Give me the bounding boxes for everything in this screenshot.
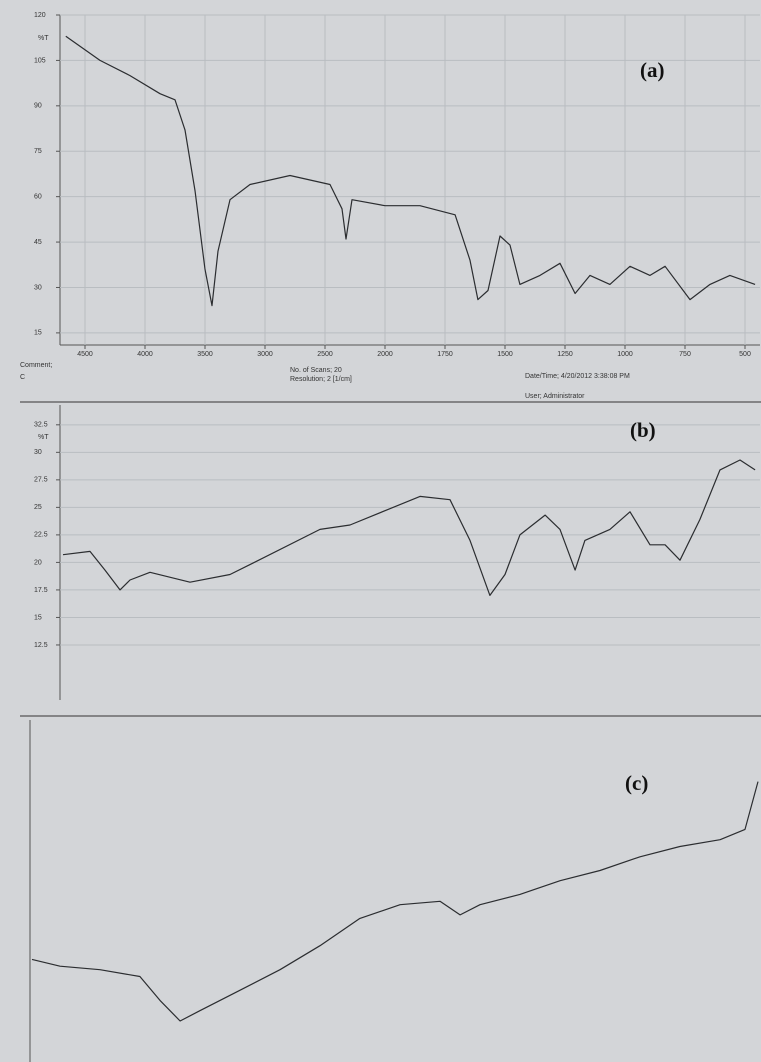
y-tick-label: 20	[34, 559, 42, 566]
annotation: Resolution; 2 [1/cm]	[290, 376, 352, 383]
annotation: C	[20, 374, 25, 381]
y-tick-label: 90	[34, 103, 42, 110]
panel-label: (c)	[625, 771, 648, 795]
y-tick-label: 120	[34, 12, 46, 19]
x-tick-label: 1750	[437, 351, 453, 358]
y-tick-label: 30	[34, 284, 42, 291]
annotation: Date/Time; 4/20/2012 3:38:08 PM	[525, 373, 630, 380]
annotation: Comment;	[20, 362, 52, 369]
x-tick-label: 1000	[617, 351, 633, 358]
x-tick-label: 750	[679, 351, 691, 358]
background	[0, 0, 761, 1062]
x-tick-label: 4000	[137, 351, 153, 358]
y-tick-label: 15	[34, 614, 42, 621]
y-tick-label: 60	[34, 193, 42, 200]
y-tick-label: 75	[34, 148, 42, 155]
x-tick-label: 3000	[257, 351, 273, 358]
x-tick-label: 500	[739, 351, 751, 358]
annotation: User; Administrator	[525, 393, 585, 400]
page: 120 105 90 75 60 45 30 15 4500 4000 3500 3000 2500 20…	[0, 0, 761, 1062]
x-tick-label: 1250	[557, 351, 573, 358]
y-axis-label: %T	[38, 35, 49, 42]
y-tick-label: 45	[34, 239, 42, 246]
y-axis-label: %T	[38, 434, 49, 441]
panel-label: (a)	[640, 58, 665, 82]
x-tick-label: 4500	[77, 351, 93, 358]
x-tick-label: 2000	[377, 351, 393, 358]
y-tick-label: 105	[34, 57, 46, 64]
y-tick-label: 27.5	[34, 477, 48, 484]
y-tick-label: 32.5	[34, 422, 48, 429]
y-tick-label: 25	[34, 504, 42, 511]
y-tick-label: 22.5	[34, 532, 48, 539]
y-tick-label: 12.5	[34, 642, 48, 649]
y-tick-label: 30	[34, 449, 42, 456]
y-tick-label: 15	[34, 330, 42, 337]
annotation: No. of Scans; 20	[290, 367, 342, 374]
x-tick-label: 1500	[497, 351, 513, 358]
panel-label: (b)	[630, 418, 656, 442]
x-tick-label: 3500	[197, 351, 213, 358]
y-tick-label: 17.5	[34, 587, 48, 594]
x-tick-label: 2500	[317, 351, 333, 358]
